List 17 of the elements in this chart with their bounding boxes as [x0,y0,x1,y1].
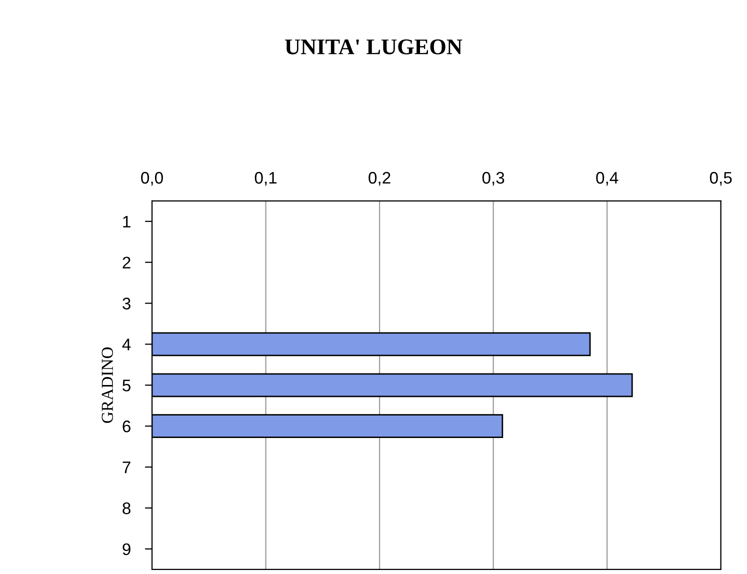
x-tick-label: 0,4 [596,172,618,186]
y-tick-label: 6 [122,420,130,432]
y-tick-label: 4 [122,338,131,350]
y-tick-label: 1 [123,216,130,228]
chart-title: UNITA' LUGEON [285,39,462,54]
x-tick-label: 0,1 [254,172,277,186]
y-tick-label: 9 [122,543,130,556]
y-tick-label: 5 [122,380,130,392]
x-tick-label: 0,2 [368,172,390,186]
y-tick-label: 3 [122,298,130,310]
y-tick-label: 8 [122,502,130,514]
y-tick-label: 2 [122,256,130,268]
x-tick-label: 0,3 [482,172,504,186]
y-axis-title: GRADINO [102,347,113,423]
x-tick-label: 0,5 [710,172,732,186]
y-tick-label: 7 [122,462,130,474]
x-tick-label: 0,0 [141,172,163,186]
